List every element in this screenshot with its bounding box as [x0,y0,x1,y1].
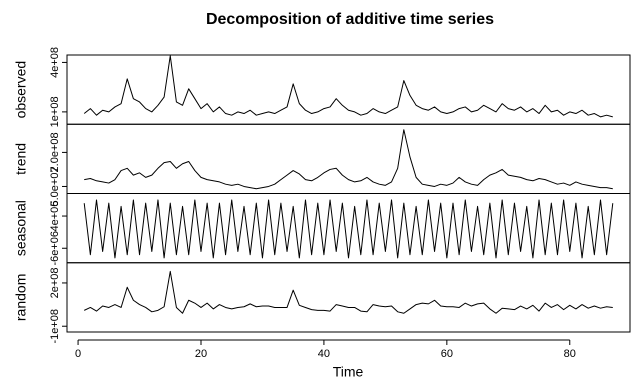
panel-label: observed [13,61,29,119]
y-tick-label: -6e+06 [49,231,61,266]
chart-title: Decomposition of additive time series [206,11,494,28]
y-tick-label: 1e+08 [49,96,61,127]
series-line [83,199,614,259]
x-axis-label: Time [333,364,364,380]
y-tick-label: 4e+08 [49,47,61,78]
panel-label: trend [13,143,29,175]
y-tick-label: 2e+08 [49,267,61,298]
y-tick-label: 5.0e+07 [49,166,61,206]
x-tick-label: 0 [75,348,81,360]
x-tick-label: 40 [318,348,330,360]
panel-label: random [13,274,29,321]
x-tick-label: 60 [441,348,453,360]
panel-frame [66,123,631,194]
series-line [83,55,613,118]
y-tick-label: 2.0e+08 [49,132,61,172]
series-line [84,129,613,190]
y-tick-label: 4e+06 [49,201,61,232]
x-tick-label: 80 [564,348,576,360]
panel-frame [66,54,631,125]
series-line [83,270,613,314]
panel-frame [66,262,631,333]
panel-label: seasonal [13,200,29,256]
y-tick-label: -1e+08 [49,309,61,344]
x-tick-label: 20 [195,348,207,360]
